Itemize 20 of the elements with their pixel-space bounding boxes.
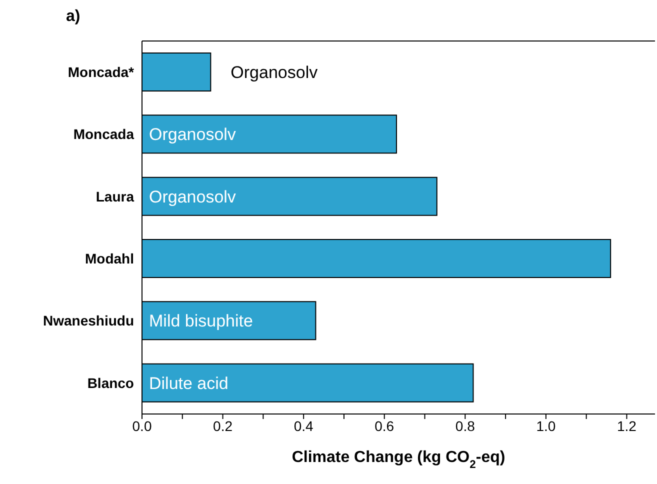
- x-tick-label: 0.2: [213, 418, 233, 434]
- data-label: Organosolv: [149, 125, 236, 144]
- data-label: Organosolv: [230, 63, 318, 82]
- x-tick-label: 0.4: [294, 418, 314, 434]
- x-axis-title: Climate Change (kg CO$_{2}$-eq): [292, 449, 506, 471]
- x-tick-label: 1.2: [616, 418, 637, 434]
- y-tick-label: Modahl: [85, 250, 134, 267]
- x-tick-label: 0.6: [374, 418, 394, 434]
- x-tick-label: 0.8: [455, 418, 476, 434]
- y-tick-label: Blanco: [87, 374, 134, 391]
- y-tick-label: Moncada*: [68, 64, 135, 80]
- x-tick-label: 0.0: [132, 418, 152, 434]
- data-label: Organosolv: [149, 187, 236, 206]
- chart-title: a): [66, 8, 80, 26]
- data-label: Dilute acid: [149, 374, 228, 393]
- y-tick-label: Nwaneshiudu: [42, 312, 134, 329]
- y-tick-label: Moncada: [73, 126, 134, 142]
- y-tick-label: Laura: [96, 188, 134, 204]
- x-tick-label: 1.0: [536, 418, 556, 434]
- data-label: Mild bisuphite: [149, 312, 253, 331]
